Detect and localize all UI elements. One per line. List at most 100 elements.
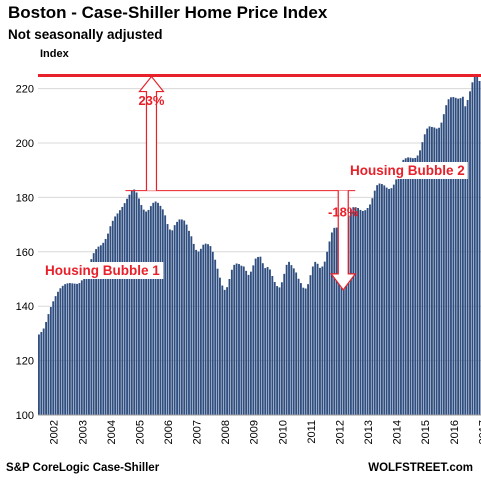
- bar: [342, 229, 345, 415]
- bar: [404, 158, 407, 415]
- bar: [388, 188, 390, 415]
- bar: [42, 328, 45, 415]
- bar: [469, 91, 471, 415]
- x-tick-label: 2009: [249, 420, 261, 444]
- bar: [71, 283, 74, 415]
- bar: [452, 97, 455, 416]
- y-tick-label: 180: [16, 192, 34, 204]
- bar: [111, 220, 114, 415]
- bar: [295, 272, 298, 415]
- bar: [76, 283, 78, 415]
- bar: [230, 269, 233, 415]
- bar: [397, 172, 400, 415]
- x-tick-label: 2011: [306, 420, 318, 444]
- bar: [104, 239, 107, 415]
- bar: [304, 288, 307, 415]
- bar: [385, 187, 388, 415]
- bar: [140, 205, 143, 415]
- bar: [357, 208, 360, 415]
- bar: [47, 314, 50, 415]
- x-tick-label: 2002: [49, 420, 61, 444]
- bar: [302, 287, 305, 415]
- bar: [52, 301, 55, 415]
- bar: [152, 202, 155, 415]
- bar: [83, 276, 86, 415]
- bar: [440, 122, 443, 415]
- bar: [166, 224, 169, 415]
- bar: [57, 291, 59, 415]
- bubble2-label: Housing Bubble 2: [350, 163, 465, 178]
- bar: [219, 277, 221, 415]
- bar: [102, 242, 105, 415]
- bar: [311, 266, 314, 415]
- bar: [347, 216, 350, 415]
- bar: [430, 126, 433, 416]
- x-tick-label: 2006: [163, 420, 175, 444]
- bar: [278, 287, 281, 415]
- y-tick-label: 200: [16, 138, 34, 150]
- bar: [68, 283, 71, 415]
- bar: [390, 188, 393, 415]
- bar: [471, 82, 474, 416]
- bar: [321, 266, 324, 415]
- bar: [254, 258, 257, 415]
- bubble2-label-background: [347, 162, 468, 179]
- bar: [373, 190, 376, 415]
- bar: [333, 227, 336, 415]
- bar: [402, 159, 405, 415]
- bar: [314, 261, 317, 415]
- bar: [207, 244, 209, 415]
- bar: [40, 332, 43, 415]
- bar: [192, 243, 195, 415]
- bar: [454, 97, 457, 416]
- bar: [400, 164, 402, 415]
- bar: [383, 185, 386, 415]
- bar: [95, 249, 98, 415]
- chart-title: Boston - Case-Shiller Home Price Index: [8, 3, 328, 22]
- bar: [209, 246, 212, 415]
- bar: [359, 209, 362, 415]
- bar: [266, 267, 269, 415]
- x-tick-label: 2003: [77, 420, 89, 444]
- bubble1-label: Housing Bubble 1: [45, 263, 160, 278]
- bar: [90, 259, 93, 415]
- bar: [107, 233, 109, 415]
- bar: [130, 190, 133, 415]
- bar-series: [38, 75, 481, 416]
- bar: [478, 80, 481, 415]
- bar: [180, 219, 183, 415]
- bar: [92, 253, 95, 415]
- bar: [392, 184, 395, 415]
- bar: [211, 251, 214, 415]
- bar: [157, 202, 159, 415]
- y-tick-label: 100: [16, 410, 34, 422]
- bar: [199, 248, 202, 415]
- x-tick-label: 2010: [277, 420, 289, 444]
- bar: [61, 285, 64, 415]
- bar: [178, 219, 181, 415]
- bar: [249, 271, 252, 415]
- bar: [171, 230, 174, 415]
- bar: [364, 210, 367, 415]
- bar: [197, 251, 200, 415]
- bar: [288, 261, 290, 415]
- source-note: S&P CoreLogic Case-Shiller: [6, 462, 160, 474]
- x-tick-label: 2014: [392, 420, 404, 444]
- y-tick-label: 120: [16, 356, 34, 368]
- bar: [421, 142, 424, 415]
- bar: [273, 281, 276, 415]
- bar: [238, 264, 240, 415]
- bar: [188, 230, 190, 415]
- bar: [340, 231, 343, 415]
- bar: [371, 198, 374, 415]
- bar: [271, 276, 274, 415]
- x-tick-label: 2004: [106, 420, 118, 444]
- bar: [461, 96, 464, 415]
- y-tick-label: 160: [16, 247, 34, 259]
- bar: [135, 192, 138, 415]
- y-tick-label: 140: [16, 301, 34, 313]
- bar: [285, 264, 288, 415]
- bar: [261, 263, 264, 415]
- bar: [116, 213, 119, 415]
